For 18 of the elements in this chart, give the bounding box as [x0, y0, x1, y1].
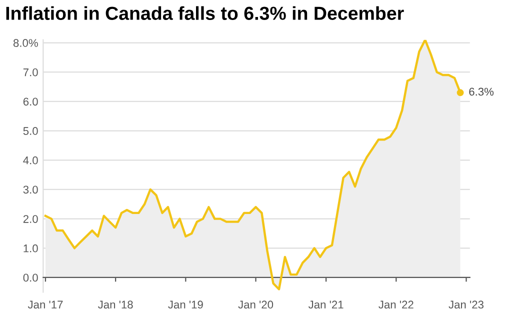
y-tick-label: 4.0	[23, 156, 38, 164]
y-tick-label: 8.0%	[13, 39, 38, 47]
x-tick-label: Jan '19	[168, 300, 203, 309]
y-tick-label: 2.0	[23, 215, 38, 223]
x-tick-label: Jan '22	[378, 300, 414, 309]
chart-title: Inflation in Canada falls to 6.3% in December	[6, 6, 404, 20]
y-tick-label: 5.0	[23, 127, 38, 135]
x-tick-label: Jan '17	[28, 300, 63, 309]
y-tick-label: 1.0	[24, 244, 38, 252]
y-tick-label: 7.0	[23, 68, 38, 76]
annotation: 6.3%	[469, 88, 494, 96]
y-tick-label: 3.0	[23, 186, 38, 194]
y-tick-label: 0.0	[23, 274, 38, 282]
x-tick-label: Jan '21	[308, 300, 344, 309]
x-tick-label: Jan '23	[448, 300, 484, 309]
y-tick-label: 6.0	[23, 98, 38, 106]
x-tick-label: Jan '18	[98, 300, 133, 309]
x-tick-label: Jan '20	[238, 300, 274, 309]
